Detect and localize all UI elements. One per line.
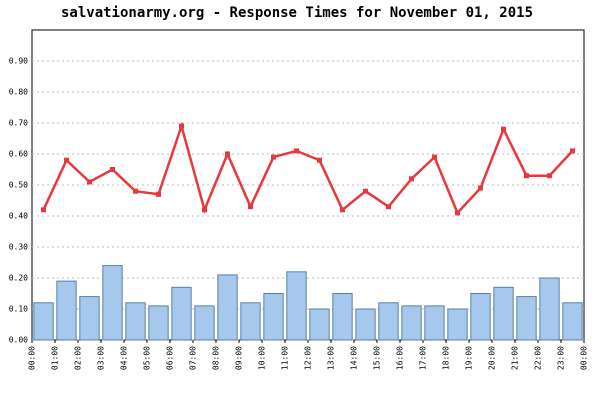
point bbox=[133, 188, 138, 194]
x-tick-label: 12:00 bbox=[304, 346, 313, 370]
y-tick-label: 0.20 bbox=[9, 274, 28, 283]
x-tick-label: 15:00 bbox=[373, 346, 382, 370]
bar bbox=[309, 308, 330, 341]
x-tick-label: 05:00 bbox=[143, 346, 152, 370]
x-tick-label: 10:00 bbox=[258, 346, 267, 370]
bar bbox=[332, 293, 353, 341]
point bbox=[317, 157, 322, 163]
x-tick-label: 00:00 bbox=[28, 346, 37, 370]
y-tick-label: 0.60 bbox=[9, 150, 28, 159]
point bbox=[225, 151, 230, 157]
x-tick-label: 00:00 bbox=[580, 346, 589, 370]
x-tick-label: 02:00 bbox=[74, 346, 83, 370]
bar bbox=[171, 286, 192, 341]
bar bbox=[263, 293, 284, 341]
x-tick-label: 17:00 bbox=[419, 346, 428, 370]
bar bbox=[56, 280, 77, 341]
x-tick-label: 22:00 bbox=[534, 346, 543, 370]
bar bbox=[194, 305, 215, 341]
x-tick-label: 16:00 bbox=[396, 346, 405, 370]
y-tick-label: 0.10 bbox=[9, 305, 28, 314]
x-tick-label: 04:00 bbox=[120, 346, 129, 370]
bar bbox=[355, 308, 376, 341]
bar bbox=[102, 265, 123, 341]
x-tick-label: 19:00 bbox=[465, 346, 474, 370]
y-tick-label: 0.80 bbox=[9, 88, 28, 97]
point bbox=[248, 204, 253, 210]
x-tick-label: 23:00 bbox=[557, 346, 566, 370]
x-tick-label: 03:00 bbox=[97, 346, 106, 370]
bar bbox=[562, 302, 583, 341]
x-tick-label: 01:00 bbox=[51, 346, 60, 370]
bar bbox=[217, 274, 238, 341]
x-tick-label: 11:00 bbox=[281, 346, 290, 370]
point bbox=[501, 126, 506, 132]
x-tick-label: 20:00 bbox=[488, 346, 497, 370]
point bbox=[386, 204, 391, 210]
x-tick-label: 08:00 bbox=[212, 346, 221, 370]
bar bbox=[401, 305, 422, 341]
x-tick-label: 09:00 bbox=[235, 346, 244, 370]
y-tick-label: 0.30 bbox=[9, 243, 28, 252]
bar bbox=[516, 296, 537, 341]
point bbox=[156, 191, 161, 197]
point bbox=[64, 157, 69, 163]
point bbox=[179, 123, 184, 129]
y-tick-label: 0.70 bbox=[9, 119, 28, 128]
point bbox=[455, 210, 460, 216]
point bbox=[524, 173, 529, 179]
y-tick-label: 0.90 bbox=[9, 57, 28, 66]
bar bbox=[378, 302, 399, 341]
bar bbox=[470, 293, 491, 341]
bar bbox=[447, 308, 468, 341]
x-tick-label: 06:00 bbox=[166, 346, 175, 370]
line bbox=[42, 121, 574, 216]
bar bbox=[79, 296, 100, 341]
point bbox=[478, 185, 483, 191]
x-tick-label: 18:00 bbox=[442, 346, 451, 370]
x-tick-label: 13:00 bbox=[327, 346, 336, 370]
chart-title: salvationarmy.org - Response Times for N… bbox=[61, 5, 533, 21]
y-tick-label: 0.40 bbox=[9, 212, 28, 221]
point bbox=[202, 207, 207, 213]
y-tick-label: 0.00 bbox=[9, 336, 28, 345]
bar bbox=[286, 271, 307, 341]
point bbox=[271, 154, 276, 160]
bar bbox=[125, 302, 146, 341]
x-tick-label: 07:00 bbox=[189, 346, 198, 370]
y-tick-label: 0.50 bbox=[9, 181, 28, 190]
point bbox=[409, 176, 414, 182]
bar bbox=[33, 302, 54, 341]
x-tick-label: 14:00 bbox=[350, 346, 359, 370]
point bbox=[41, 207, 46, 213]
point bbox=[432, 154, 437, 160]
bar bbox=[493, 286, 514, 341]
x-tick-label: 21:00 bbox=[511, 346, 520, 370]
bar bbox=[539, 277, 560, 341]
point bbox=[340, 207, 345, 213]
point bbox=[547, 173, 552, 179]
point bbox=[110, 167, 115, 172]
point bbox=[87, 179, 92, 185]
bar bbox=[148, 305, 169, 341]
point bbox=[294, 148, 299, 154]
point bbox=[570, 148, 575, 154]
bar bbox=[424, 305, 445, 341]
point bbox=[363, 188, 368, 194]
bar bbox=[240, 302, 261, 341]
